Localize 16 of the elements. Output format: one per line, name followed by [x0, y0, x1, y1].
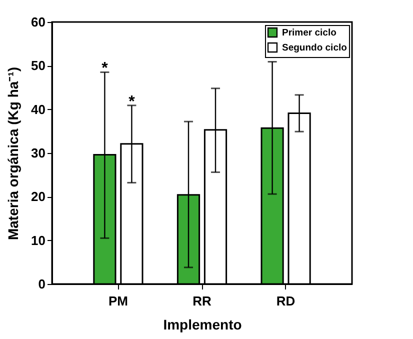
- legend-label: Segundo ciclo: [282, 42, 348, 54]
- legend-label: Primer ciclo: [282, 28, 337, 38]
- y-tick-label: 40: [31, 102, 46, 117]
- y-tick-label: 50: [31, 58, 46, 74]
- annotation: *: [102, 60, 109, 78]
- annotation: *: [128, 93, 136, 110]
- y-tick-label: 20: [31, 189, 46, 204]
- y-tick-label: 10: [31, 232, 46, 248]
- y-tick-label: 60: [31, 14, 46, 30]
- y-axis-title: Materia orgánica (Kg ha⁻¹): [5, 66, 22, 240]
- x-tick-label: RD: [276, 294, 296, 308]
- y-tick-label: 0: [38, 276, 46, 292]
- x-tick-label: PM: [108, 294, 128, 308]
- y-tick-label: 30: [31, 146, 46, 160]
- x-tick-label: RR: [192, 294, 212, 308]
- x-axis-title: Implemento: [163, 316, 242, 332]
